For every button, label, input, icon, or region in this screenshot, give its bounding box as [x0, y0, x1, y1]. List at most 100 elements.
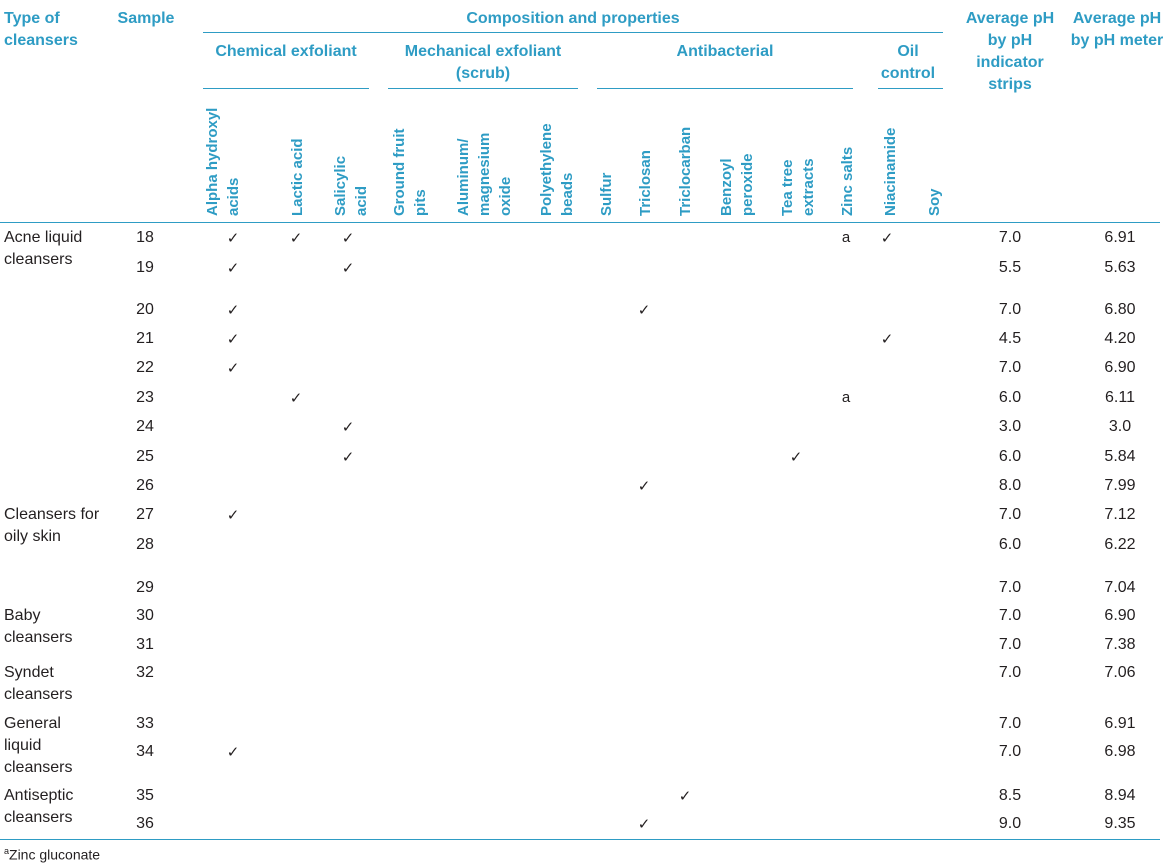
table-row: 30 7.0 6.90 — [0, 605, 1167, 627]
col-header-polyethylene-beads: Polyethylene beads — [538, 123, 576, 216]
ph-strip-value: 8.0 — [998, 477, 1022, 494]
sample-number: 29 — [136, 579, 154, 596]
footnote-marker: a — [4, 846, 10, 856]
ph-strip-value: 7.0 — [998, 229, 1022, 246]
table-row: 19 ✓ ✓ 5.5 5.63 — [0, 257, 1167, 279]
ph-meter-value: 6.11 — [1105, 389, 1135, 406]
ph-meter-value: 7.99 — [1104, 477, 1136, 494]
col-header-triclosan: Triclosan — [637, 150, 654, 216]
group-baby-cleansers: Baby cleansers — [4, 607, 73, 646]
col-header-tea-tree-extracts: Tea tree extracts — [779, 158, 817, 216]
ph-meter-value: 4.20 — [1104, 330, 1136, 347]
ph-meter-value: 6.98 — [1104, 743, 1136, 760]
header-sample: Sample — [117, 10, 175, 27]
ph-strip-value: 3.0 — [998, 418, 1022, 435]
check-alpha-hydroxyl: ✓ — [226, 359, 240, 377]
footnote: aZinc gluconate — [4, 842, 100, 864]
table-row: 25 ✓ ✓ 6.0 5.84 — [0, 446, 1167, 468]
ph-meter-value: 6.91 — [1104, 229, 1136, 246]
table-row: 18 ✓ ✓ ✓ a ✓ 7.0 6.91 — [0, 227, 1167, 249]
col-header-salicylic-acid: Salicylic acid — [332, 155, 370, 216]
sample-number: 24 — [136, 418, 154, 435]
ph-meter-value: 7.12 — [1104, 506, 1136, 523]
ph-strip-value: 6.0 — [998, 536, 1022, 553]
header-type-of-cleansers: Type of cleansers — [4, 10, 78, 49]
check-lactic-acid: ✓ — [289, 389, 303, 407]
header-ph-meter: Average pH by pH meter — [1070, 10, 1164, 49]
header-ph-strips: Average pH by pH indicator strips — [965, 10, 1055, 93]
sample-number: 27 — [136, 506, 154, 523]
table-row: 20 ✓ ✓ 7.0 6.80 — [0, 299, 1167, 321]
group-cleansers-oily-skin: Cleansers for oily skin — [4, 506, 100, 545]
sample-number: 32 — [136, 664, 154, 681]
ph-strip-value: 7.0 — [998, 359, 1022, 376]
ph-strip-value: 6.0 — [998, 448, 1022, 465]
check-alpha-hydroxyl: ✓ — [226, 229, 240, 247]
sample-number: 33 — [136, 715, 154, 732]
table-row: 21 ✓ ✓ 4.5 4.20 — [0, 328, 1167, 350]
table-bottom-rule — [0, 839, 1160, 840]
mark-zinc-salts: a — [841, 389, 851, 406]
ph-meter-value: 6.90 — [1104, 359, 1136, 376]
col-header-sulfur: Sulfur — [598, 172, 615, 216]
ph-meter-value: 5.84 — [1104, 448, 1136, 465]
ph-meter-value: 6.91 — [1104, 715, 1136, 732]
check-niacinamide: ✓ — [880, 330, 894, 348]
table-row: 34 ✓ 7.0 6.98 — [0, 741, 1167, 763]
ph-strip-value: 7.0 — [998, 607, 1022, 624]
table-row: 33 7.0 6.91 — [0, 713, 1167, 735]
ph-strip-value: 7.0 — [998, 743, 1022, 760]
group-antiseptic-cleansers: Antiseptic cleansers — [4, 787, 74, 826]
check-salicylic-acid: ✓ — [341, 259, 355, 277]
col-header-triclocarban: Triclocarban — [677, 126, 694, 216]
ph-strip-value: 7.0 — [998, 506, 1022, 523]
sample-number: 35 — [136, 787, 154, 804]
table-row: 27 ✓ 7.0 7.12 — [0, 504, 1167, 526]
sample-number: 23 — [136, 389, 154, 406]
check-salicylic-acid: ✓ — [341, 448, 355, 466]
table-row: 29 7.0 7.04 — [0, 577, 1167, 599]
col-header-alpha-hydroxyl-acids: Alpha hydroxyl acids — [204, 107, 242, 216]
col-header-ground-fruit-pits: Ground fruit pits — [391, 128, 429, 216]
ph-meter-value: 6.90 — [1104, 607, 1136, 624]
ph-strip-value: 9.0 — [998, 815, 1022, 832]
table-row: 23 ✓ a 6.0 6.11 — [0, 387, 1167, 409]
header-chemical-exfoliant: Chemical exfoliant — [215, 43, 357, 60]
composition-underline — [203, 32, 943, 33]
sample-number: 28 — [136, 536, 154, 553]
sample-number: 22 — [136, 359, 154, 376]
ph-strip-value: 4.5 — [998, 330, 1022, 347]
sample-number: 30 — [136, 607, 154, 624]
mechanical-underline — [388, 88, 578, 89]
table-row: 31 7.0 7.38 — [0, 634, 1167, 656]
ph-strip-value: 7.0 — [998, 579, 1022, 596]
header-antibacterial: Antibacterial — [676, 43, 774, 60]
ph-meter-value: 8.94 — [1104, 787, 1136, 804]
ph-strip-value: 7.0 — [998, 664, 1022, 681]
chemical-underline — [203, 88, 369, 89]
group-acne-liquid-cleansers: Acne liquid cleansers — [4, 229, 83, 268]
ph-meter-value: 9.35 — [1104, 815, 1136, 832]
ph-meter-value: 6.80 — [1104, 301, 1136, 318]
col-header-aluminum-magnesium-oxide: Aluminum/ magnesium oxide — [455, 132, 514, 216]
header-composition: Composition and properties — [466, 10, 680, 27]
check-salicylic-acid: ✓ — [341, 418, 355, 436]
check-lactic-acid: ✓ — [289, 229, 303, 247]
check-tea-tree-extracts: ✓ — [789, 448, 803, 466]
sample-number: 21 — [136, 330, 154, 347]
sample-number: 36 — [136, 815, 154, 832]
header-oil-control: Oil control — [880, 43, 936, 82]
check-alpha-hydroxyl: ✓ — [226, 506, 240, 524]
table-row: 28 6.0 6.22 — [0, 534, 1167, 556]
check-alpha-hydroxyl: ✓ — [226, 330, 240, 348]
header-bottom-rule — [0, 222, 1160, 223]
group-general-liquid-cleansers: General liquid cleansers — [4, 715, 73, 776]
oil-control-underline — [878, 88, 943, 89]
col-header-soy: Soy — [926, 188, 943, 216]
sample-number: 34 — [136, 743, 154, 760]
ph-strip-value: 7.0 — [998, 636, 1022, 653]
col-header-lactic-acid: Lactic acid — [289, 138, 306, 216]
sample-number: 18 — [136, 229, 154, 246]
check-triclosan: ✓ — [637, 815, 651, 833]
sample-number: 20 — [136, 301, 154, 318]
